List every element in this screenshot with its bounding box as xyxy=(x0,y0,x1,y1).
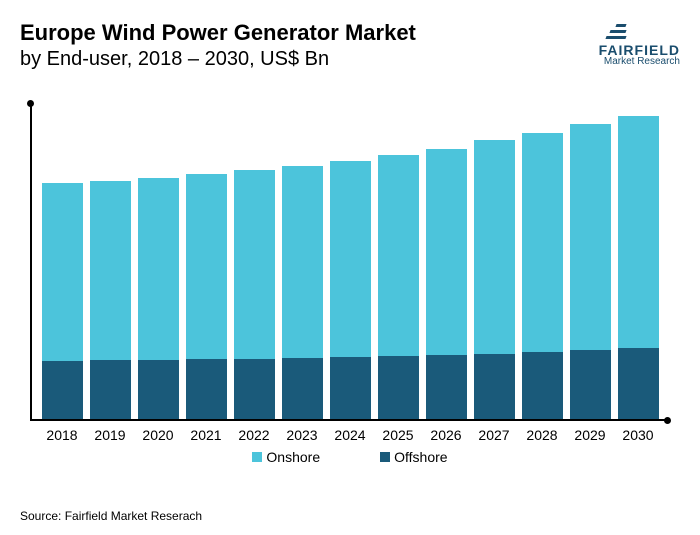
chart-area: 2018201920202021202220232024202520262027… xyxy=(30,101,670,441)
legend-item-onshore: Onshore xyxy=(252,449,320,465)
chart-subtitle: by End-user, 2018 – 2030, US$ Bn xyxy=(20,48,599,71)
bar-segment-offshore xyxy=(378,356,419,419)
bar-segment-offshore xyxy=(618,348,659,419)
bar-segment-onshore xyxy=(330,161,371,357)
chart-legend: Onshore Offshore xyxy=(20,449,680,465)
x-axis-label: 2029 xyxy=(566,427,614,443)
logo-text-sub: Market Research xyxy=(604,56,680,67)
bar-segment-onshore xyxy=(570,124,611,349)
bar-group xyxy=(614,101,662,419)
bar-segment-onshore xyxy=(90,181,131,361)
x-axis-label: 2030 xyxy=(614,427,662,443)
x-axis-labels: 2018201920202021202220232024202520262027… xyxy=(38,427,662,443)
x-axis-label: 2023 xyxy=(278,427,326,443)
x-axis-label: 2028 xyxy=(518,427,566,443)
bar-segment-offshore xyxy=(282,358,323,419)
source-attribution: Source: Fairfield Market Reserach xyxy=(20,509,202,523)
bar-group xyxy=(182,101,230,419)
chart-title: Europe Wind Power Generator Market xyxy=(20,20,599,46)
bar-group xyxy=(278,101,326,419)
bar-segment-offshore xyxy=(90,360,131,419)
x-axis-label: 2019 xyxy=(86,427,134,443)
x-axis-label: 2021 xyxy=(182,427,230,443)
bar-segment-offshore xyxy=(570,350,611,419)
x-axis-label: 2026 xyxy=(422,427,470,443)
bar-segment-offshore xyxy=(138,360,179,419)
bar-segment-onshore xyxy=(42,183,83,361)
bar-segment-onshore xyxy=(186,174,227,359)
bar-group xyxy=(134,101,182,419)
bar-group xyxy=(470,101,518,419)
logo-icon xyxy=(606,24,628,40)
bar-group xyxy=(38,101,86,419)
bar-segment-onshore xyxy=(522,133,563,352)
x-axis-label: 2018 xyxy=(38,427,86,443)
legend-label-offshore: Offshore xyxy=(394,449,447,465)
bar-segment-onshore xyxy=(234,170,275,359)
bar-group xyxy=(86,101,134,419)
y-axis xyxy=(30,101,32,421)
bar-segment-offshore xyxy=(234,359,275,419)
bar-segment-offshore xyxy=(42,361,83,419)
bar-segment-offshore xyxy=(474,354,515,419)
bar-segment-offshore xyxy=(522,352,563,419)
bar-group xyxy=(518,101,566,419)
y-axis-top-marker xyxy=(27,100,34,107)
bar-group xyxy=(422,101,470,419)
x-axis-label: 2022 xyxy=(230,427,278,443)
legend-swatch-offshore xyxy=(380,452,390,462)
legend-swatch-onshore xyxy=(252,452,262,462)
bar-segment-offshore xyxy=(426,355,467,419)
bar-group xyxy=(374,101,422,419)
bar-segment-onshore xyxy=(474,140,515,353)
bar-segment-offshore xyxy=(330,357,371,419)
bar-group xyxy=(230,101,278,419)
bar-segment-onshore xyxy=(282,166,323,359)
x-axis-label: 2027 xyxy=(470,427,518,443)
bar-segment-onshore xyxy=(426,149,467,356)
x-axis-label: 2024 xyxy=(326,427,374,443)
bar-segment-offshore xyxy=(186,359,227,419)
brand-logo: FAIRFIELD Market Research xyxy=(599,24,680,67)
bar-segment-onshore xyxy=(618,116,659,348)
legend-item-offshore: Offshore xyxy=(380,449,447,465)
x-axis-label: 2020 xyxy=(134,427,182,443)
bar-group xyxy=(566,101,614,419)
bar-segment-onshore xyxy=(138,178,179,360)
x-axis-end-marker xyxy=(664,417,671,424)
bars-container xyxy=(38,101,662,419)
legend-label-onshore: Onshore xyxy=(266,449,320,465)
x-axis-label: 2025 xyxy=(374,427,422,443)
x-axis xyxy=(30,419,670,421)
bar-segment-onshore xyxy=(378,155,419,356)
bar-group xyxy=(326,101,374,419)
